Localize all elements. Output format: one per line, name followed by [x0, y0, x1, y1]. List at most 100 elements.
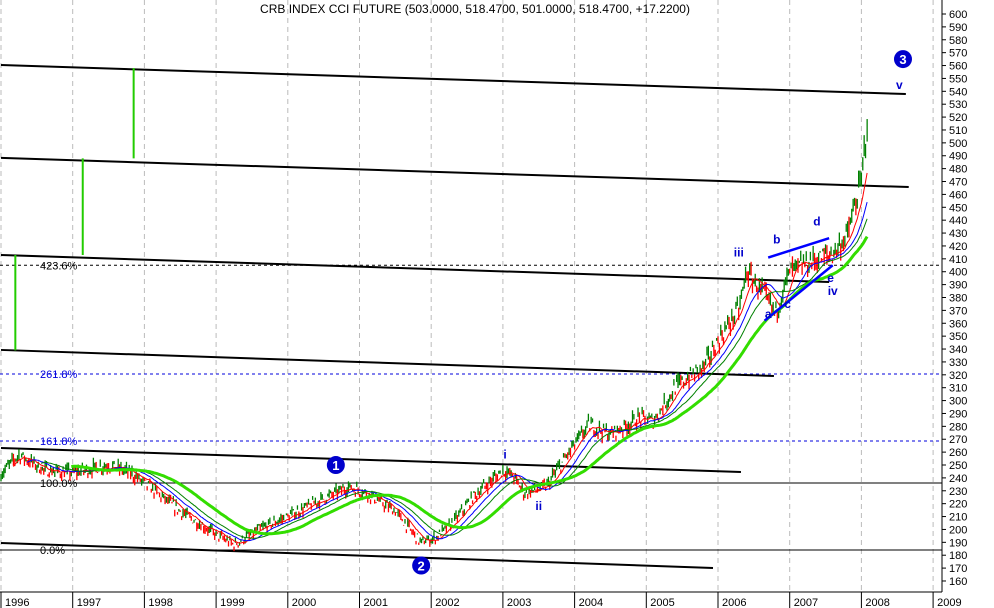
x-tick-label: 2001 [364, 597, 388, 608]
wave-label: e [827, 271, 834, 285]
y-tick-label: 440 [949, 215, 967, 227]
y-tick-label: 560 [949, 61, 967, 73]
y-tick-label: 430 [949, 228, 967, 240]
wave-label: 2 [418, 559, 425, 574]
y-tick-label: 260 [949, 447, 967, 459]
y-tick-label: 170 [949, 563, 967, 575]
y-tick-label: 240 [949, 473, 967, 485]
x-tick-label: 2005 [650, 597, 674, 608]
wave-label: a [765, 307, 772, 321]
wave-circle [412, 556, 431, 575]
axes: 1996 1997 1998 1999 2000 2001 2002 2003 2004 2005… [0, 0, 967, 608]
wave-label: i [503, 448, 506, 462]
chart-title: CRB INDEX CCI FUTURE (503.0000, 518.4700… [260, 2, 690, 16]
x-tick-label: 2000 [292, 597, 316, 608]
x-tick-label: 2002 [435, 597, 459, 608]
x-tick-label: 2007 [794, 597, 818, 608]
x-tick-label: 2008 [865, 597, 889, 608]
y-tick-label: 210 [949, 512, 967, 524]
y-tick-label: 320 [949, 370, 967, 382]
wave-label: 3 [899, 52, 906, 67]
y-tick-label: 450 [949, 202, 967, 214]
y-tick-label: 590 [949, 22, 967, 34]
moving-average-medium [26, 201, 868, 542]
channel-line [0, 64, 906, 96]
price-bars [0, 119, 868, 552]
y-tick-label: 340 [949, 344, 967, 356]
wave-circle [326, 456, 345, 475]
y-tick-label: 280 [949, 421, 967, 433]
wave-label: d [813, 214, 820, 228]
fib-levels: 423.6% 261.8% 161.8% 100.0% 0.0% [0, 260, 942, 557]
channel-line [0, 156, 909, 189]
y-tick-label: 380 [949, 292, 967, 304]
y-tick-label: 360 [949, 318, 967, 330]
y-tick-label: 220 [949, 499, 967, 511]
fib-level-label: 100.0% [40, 478, 78, 490]
y-tick-label: 190 [949, 537, 967, 549]
y-tick-label: 540 [949, 86, 967, 98]
y-tick-label: 460 [949, 189, 967, 201]
wave-circle [893, 50, 912, 69]
wave-label: c [784, 297, 791, 311]
channel-line [0, 447, 741, 473]
fib-level-label: 0.0% [40, 545, 65, 557]
x-tick-label: 1996 [5, 597, 29, 608]
x-tick-label: 1998 [148, 597, 172, 608]
y-tick-label: 410 [949, 254, 967, 266]
x-tick-label: 1997 [77, 597, 101, 608]
fib-level-label: 261.8% [40, 369, 78, 381]
moving-average-very-long [71, 235, 869, 536]
y-tick-label: 230 [949, 486, 967, 498]
y-tick-label: 290 [949, 408, 967, 420]
y-tick-label: 490 [949, 151, 967, 163]
y-tick-label: 370 [949, 305, 967, 317]
trend-line [767, 237, 830, 259]
y-tick-label: 480 [949, 164, 967, 176]
y-tick-label: 580 [949, 35, 967, 47]
wave-label: iii [734, 245, 744, 259]
y-tick-label: 420 [949, 241, 967, 253]
moving-averages [12, 172, 869, 544]
x-tick-label: 1999 [220, 597, 244, 608]
y-tick-label: 180 [949, 550, 967, 562]
y-tick-label: 550 [949, 73, 967, 85]
moving-average-long [40, 218, 868, 539]
wave-label: v [896, 78, 903, 92]
fib-level-label: 423.6% [40, 260, 78, 272]
y-tick-label: 330 [949, 357, 967, 369]
y-tick-label: 570 [949, 48, 967, 60]
channel-line [0, 348, 774, 377]
wave-label: b [773, 233, 780, 247]
y-tick-label: 310 [949, 383, 967, 395]
y-tick-label: 510 [949, 125, 967, 137]
x-tick-label: 2006 [722, 597, 746, 608]
y-tick-label: 470 [949, 177, 967, 189]
y-tick-label: 160 [949, 576, 967, 588]
x-tick-label: 2004 [579, 597, 603, 608]
wave-label: ii [535, 499, 542, 513]
y-tick-label: 520 [949, 112, 967, 124]
y-tick-label: 500 [949, 138, 967, 150]
fib-level-label: 161.8% [40, 436, 78, 448]
y-tick-label: 270 [949, 434, 967, 446]
y-tick-label: 300 [949, 396, 967, 408]
trend-line [763, 264, 834, 322]
wave-label: iv [828, 284, 838, 298]
y-tick-label: 200 [949, 524, 967, 536]
channel-line [0, 541, 714, 569]
channel-lines [0, 64, 909, 569]
y-tick-label: 250 [949, 460, 967, 472]
channel-line [0, 253, 830, 284]
y-tick-label: 350 [949, 331, 967, 343]
x-tick-label: 2009 [937, 597, 961, 608]
wave-label: 1 [332, 458, 339, 473]
x-tick-label: 2003 [507, 597, 531, 608]
y-tick-label: 600 [949, 9, 967, 21]
y-tick-label: 390 [949, 280, 967, 292]
y-tick-label: 530 [949, 99, 967, 111]
y-tick-label: 400 [949, 267, 967, 279]
